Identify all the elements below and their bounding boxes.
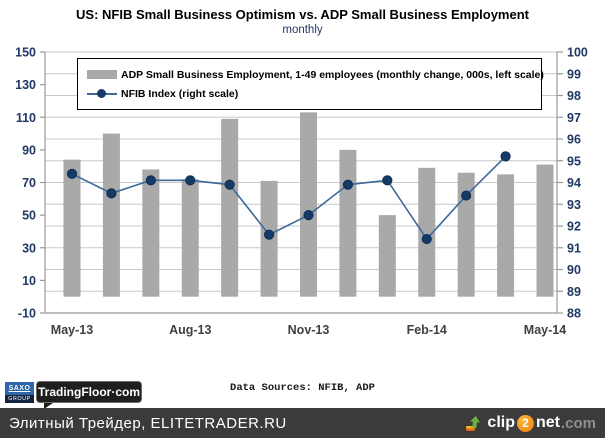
bar-Apr-14 bbox=[497, 174, 515, 297]
left-axis-tick-label: 110 bbox=[16, 111, 36, 125]
left-axis-tick-label: 130 bbox=[15, 78, 36, 92]
bar-Feb-14 bbox=[418, 167, 436, 297]
left-axis-tick-label: 30 bbox=[22, 241, 36, 255]
bar-Jun-13 bbox=[102, 133, 120, 297]
nfib-marker-Feb-14 bbox=[421, 233, 432, 245]
bar-Dec-13 bbox=[339, 149, 357, 297]
clip2net-text-net: net bbox=[535, 414, 560, 431]
bar-Aug-13 bbox=[181, 179, 199, 297]
bar-May-14 bbox=[536, 164, 554, 297]
left-axis-tick-label: 90 bbox=[22, 143, 36, 157]
watermark-bar: Элитный Трейдер, ELITETRADER.RU clip 2 n… bbox=[0, 408, 605, 438]
saxo-logo-top: SAXO bbox=[5, 382, 34, 395]
bar-Sep-13 bbox=[221, 118, 239, 297]
nfib-marker-Aug-13 bbox=[185, 175, 196, 186]
right-axis-tick-label: 93 bbox=[567, 198, 581, 212]
bar-May-13 bbox=[63, 159, 81, 297]
legend-entry-adp: ADP Small Business Employment, 1-49 empl… bbox=[87, 68, 544, 81]
bar-Jan-14 bbox=[378, 215, 396, 297]
right-axis-tick-label: 90 bbox=[567, 263, 581, 277]
tradingfloor-logo: TradingFloor·com bbox=[36, 381, 142, 403]
nfib-marker-Jan-14 bbox=[382, 175, 393, 186]
data-sources-note: Data Sources: NFIB, ADP bbox=[230, 382, 375, 394]
right-axis-tick-label: 98 bbox=[567, 89, 581, 103]
bar-Mar-14 bbox=[457, 172, 475, 297]
legend-entry-nfib: NFIB Index (right scale) bbox=[87, 88, 541, 100]
bar-Nov-13 bbox=[300, 112, 317, 297]
right-axis-tick-label: 89 bbox=[567, 285, 581, 299]
x-axis-tick-label: Feb-14 bbox=[407, 323, 447, 337]
right-axis-tick-label: 100 bbox=[567, 46, 588, 60]
legend-line-marker bbox=[97, 89, 106, 98]
right-axis-tick-label: 95 bbox=[567, 154, 581, 168]
left-axis-tick-label: -10 bbox=[18, 307, 36, 321]
legend-line-swatch bbox=[87, 89, 117, 98]
nfib-marker-Mar-14 bbox=[461, 190, 472, 201]
x-axis-tick-label: Nov-13 bbox=[288, 323, 330, 337]
nfib-marker-Apr-14 bbox=[500, 151, 511, 162]
chart-plot-area: 150 130 110 90 70 50 30 10 -10 100 99 98 97 96 95 94 93 9… bbox=[15, 46, 588, 338]
clip2net-text-2: 2 bbox=[516, 414, 534, 432]
chart-subtitle: monthly bbox=[282, 24, 323, 36]
clip2net-logo: clip 2 net .com bbox=[465, 414, 596, 432]
tradingfloor-logo-tail bbox=[44, 403, 53, 409]
left-axis-tick-label: 50 bbox=[22, 209, 36, 223]
nfib-marker-Nov-13 bbox=[303, 210, 314, 221]
saxo-logo-bottom: GROUP bbox=[5, 395, 34, 403]
left-axis-tick-label: 10 bbox=[22, 274, 36, 288]
clip2net-arrow-icon bbox=[466, 415, 481, 431]
left-axis-tick-label: 70 bbox=[22, 176, 36, 190]
nfib-line bbox=[71, 155, 507, 241]
clip2net-text-com: .com bbox=[560, 414, 596, 432]
saxo-group-logo: SAXO GROUP bbox=[5, 382, 34, 403]
x-axis-tick-label: Aug-13 bbox=[169, 323, 211, 337]
chart-legend: ADP Small Business Employment, 1-49 empl… bbox=[77, 58, 544, 110]
legend-label-adp: ADP Small Business Employment, 1-49 empl… bbox=[121, 68, 544, 81]
nfib-marker-Oct-13 bbox=[263, 229, 275, 240]
nfib-marker-Sep-13 bbox=[224, 179, 235, 190]
legend-label-nfib: NFIB Index (right scale) bbox=[121, 87, 239, 100]
nfib-marker-Jul-13 bbox=[145, 175, 156, 186]
clip2net-text-clip: clip bbox=[487, 414, 515, 431]
right-axis-tick-label: 97 bbox=[567, 111, 581, 125]
right-axis-tick-label: 92 bbox=[567, 220, 581, 234]
legend-bar-swatch bbox=[87, 70, 117, 79]
nfib-marker-May-13 bbox=[66, 168, 78, 179]
right-axis-tick-label: 88 bbox=[567, 307, 581, 321]
right-axis-tick-label: 91 bbox=[567, 241, 581, 255]
x-axis-tick-label: May-14 bbox=[524, 323, 566, 337]
bar-Jul-13 bbox=[142, 169, 160, 297]
nfib-marker-Dec-13 bbox=[342, 179, 354, 190]
right-axis-tick-label: 94 bbox=[567, 176, 581, 190]
right-axis-tick-label: 99 bbox=[567, 67, 581, 81]
watermark-text: Элитный Трейдер, ELITETRADER.RU bbox=[9, 414, 287, 432]
right-axis-tick-label: 96 bbox=[567, 133, 581, 147]
x-axis-tick-label: May-13 bbox=[51, 323, 93, 337]
nfib-marker-Jun-13 bbox=[106, 188, 117, 199]
left-axis-tick-label: 150 bbox=[15, 46, 36, 60]
chart-title: US: NFIB Small Business Optimism vs. ADP… bbox=[76, 7, 529, 22]
